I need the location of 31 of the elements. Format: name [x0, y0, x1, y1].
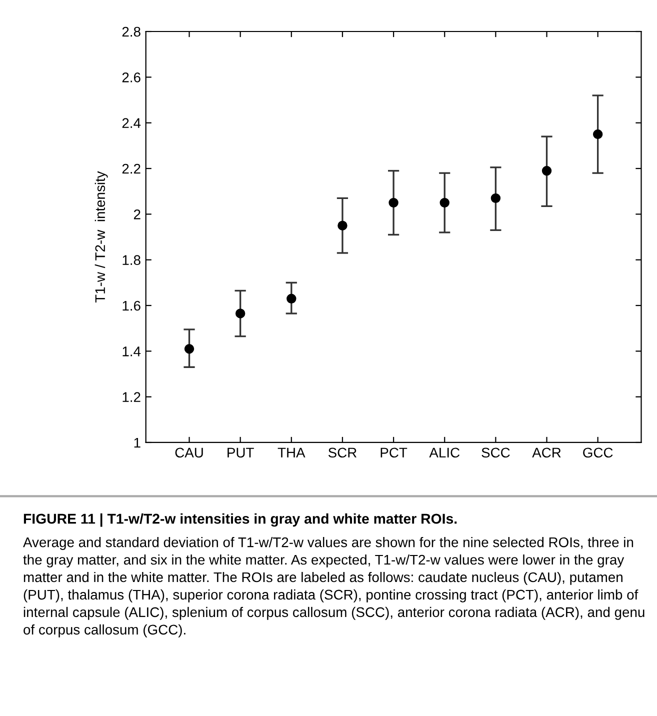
caption: FIGURE 11 | T1-w/T2-w intensities in gray and white matter ROIs. — [24, 513, 457, 527]
x-tick-label: THA — [278, 448, 306, 458]
x-tick-label: PCT — [380, 448, 408, 458]
y-tick-label: 2.2 — [122, 164, 140, 174]
x-tick-label: GCC — [583, 448, 613, 458]
x-tick-label: CAU — [175, 448, 203, 458]
y-tick-label: 1.6 — [122, 300, 140, 311]
y-tick-label: 1.4 — [122, 346, 141, 356]
x-tick-label: SCC — [482, 448, 510, 458]
point — [184, 344, 194, 354]
point — [235, 308, 246, 318]
text: Average and standard deviation of T1-w/T2-w values are shown for the nine selected ROIs, three in the gray matter, and six in the white matter. As expected, T1-w/T2-w values were lower in the gray matter and in the white matter. The ROIs are labeled as follows: caudate nucleus (CAU), putamen (PUT), thalamus (THA), superior corona radiata (SCR), pontine crossing tract (PCT), anterior limb of internal capsule (ALIC), splenium of corpus callosum (SCC), anterior corona radiata (ACR), and genu of corpus callosum (GCC). — [23, 537, 644, 638]
y-axis-title: T1-w / T2-w intensity — [94, 171, 108, 303]
point — [490, 193, 501, 204]
point — [542, 166, 552, 176]
x-tick-label: SCR — [328, 448, 356, 458]
point — [286, 294, 296, 304]
x-tick-label: PUT — [228, 448, 254, 458]
x-tick-label: ACR — [532, 448, 561, 458]
x-tick-label: ALIC — [429, 448, 460, 458]
point — [440, 198, 450, 208]
y-tick-label: 1.8 — [122, 255, 140, 265]
point — [388, 198, 398, 208]
y-tick-label: 2.4 — [122, 118, 141, 128]
y-tick-label: 1 — [134, 438, 140, 448]
point — [338, 220, 348, 230]
y-tick-label: 2.6 — [122, 72, 140, 82]
y-tick-label: 2.8 — [122, 26, 140, 37]
y-tick-label: 1.2 — [122, 392, 140, 402]
y-tick-label: 2 — [134, 210, 140, 220]
point — [592, 129, 603, 140]
